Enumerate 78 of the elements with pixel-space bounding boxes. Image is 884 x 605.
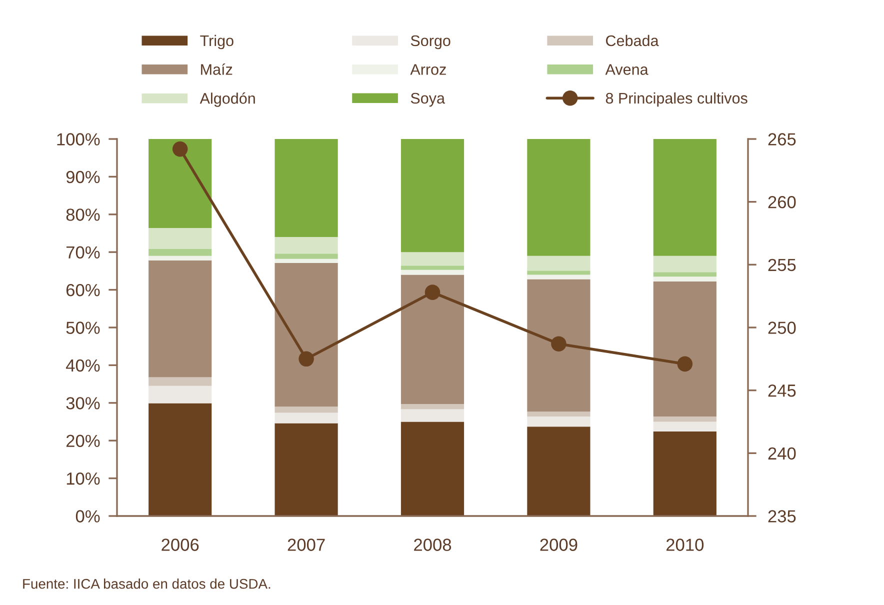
y2-tick-label: 250 <box>768 322 796 334</box>
y-tick-label: 70% <box>66 246 100 259</box>
bar <box>274 423 338 516</box>
bar <box>148 228 212 249</box>
bar <box>274 139 338 238</box>
bar <box>274 254 338 259</box>
bar <box>527 270 590 275</box>
bar <box>653 139 716 256</box>
legend-label: Algodón <box>200 92 255 107</box>
bar <box>274 406 338 413</box>
legend-label: Arroz <box>410 64 446 75</box>
y-tick-label: 40% <box>66 359 100 372</box>
point <box>424 284 440 300</box>
y2-tick-label: 260 <box>768 196 796 208</box>
bar <box>148 139 212 228</box>
bar <box>148 248 212 256</box>
bar <box>653 256 716 272</box>
y-tick-label: 10% <box>66 472 100 485</box>
point <box>551 336 566 352</box>
legend-label: 8 Principales cultivos <box>606 92 748 107</box>
legend-label: Soya <box>410 92 445 107</box>
bar <box>653 416 716 422</box>
y-tick-label: 80% <box>66 208 100 221</box>
bar <box>274 237 338 254</box>
point <box>298 351 314 367</box>
y2-tick-label: 240 <box>768 447 796 460</box>
bar <box>400 266 464 270</box>
y2-tick-label: 235 <box>768 510 796 522</box>
bar <box>400 409 464 422</box>
bar <box>527 256 590 271</box>
bar <box>653 432 716 516</box>
x-tick-label: 2006 <box>162 538 199 551</box>
y2-tick-label: 265 <box>768 133 796 146</box>
bar <box>400 404 464 410</box>
point <box>172 141 188 157</box>
y2-tick-label: 255 <box>768 258 796 272</box>
bar <box>148 386 212 404</box>
y-tick-label: 20% <box>66 434 100 448</box>
bar <box>400 274 464 404</box>
y-tick-label: 0% <box>76 510 100 522</box>
bar <box>274 263 338 407</box>
y-tick-label: 30% <box>66 397 100 410</box>
y2-tick-label: 245 <box>768 384 796 397</box>
bar <box>400 252 464 266</box>
bar <box>527 412 590 416</box>
bar <box>400 270 464 275</box>
bar <box>653 272 716 277</box>
y-tick-label: 100% <box>57 133 100 146</box>
bar <box>653 282 716 416</box>
legend-label: Avena <box>605 64 648 75</box>
bar <box>148 260 212 378</box>
bar <box>148 403 212 516</box>
bar <box>527 274 590 280</box>
x-tick-label: 2010 <box>666 538 704 551</box>
legend-label: Cebada <box>606 34 659 46</box>
legend-label: Maíz <box>201 64 232 75</box>
legend-label: Trigo <box>200 34 234 50</box>
y-tick-label: 90% <box>66 170 100 184</box>
x-tick-label: 2009 <box>540 538 578 551</box>
legend-label: Sorgo <box>410 35 450 50</box>
bar <box>400 422 464 516</box>
point <box>677 356 693 372</box>
bar <box>527 426 590 516</box>
bar <box>527 139 590 256</box>
bar <box>653 276 716 282</box>
y-tick-label: 50% <box>66 322 100 334</box>
bar <box>527 416 590 427</box>
bar <box>400 139 464 252</box>
bar <box>274 258 338 264</box>
x-tick-label: 2008 <box>414 538 452 551</box>
bar <box>148 377 212 386</box>
source-note: Fuente: IICA basado en datos de USDA. <box>23 578 270 589</box>
y-tick-label: 60% <box>66 284 100 296</box>
bar <box>274 412 338 424</box>
bar <box>148 256 212 260</box>
bar <box>653 422 716 432</box>
x-tick-label: 2007 <box>288 538 325 551</box>
bar <box>527 279 590 412</box>
